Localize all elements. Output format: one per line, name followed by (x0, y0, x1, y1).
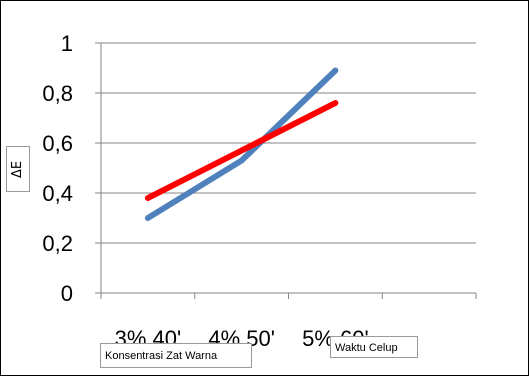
axes (95, 42, 477, 299)
y-tick-label: 0,6 (42, 131, 73, 156)
series-lines (144, 67, 339, 221)
y-tick-label: 1 (61, 31, 73, 56)
x-axis-label: Konsentrasi Zat Warna (100, 343, 252, 368)
series-line-1 (144, 67, 339, 221)
series-line-2 (144, 100, 339, 201)
legend-label: Waktu Celup (330, 336, 418, 358)
y-tick-labels: 0 0,2 0,4 0,6 0,8 1 (42, 31, 73, 306)
y-axis-label: ΔE (10, 160, 26, 178)
y-axis-label-box: ΔE (6, 146, 30, 192)
y-tick-label: 0,2 (42, 231, 73, 256)
y-tick-label: 0,8 (42, 81, 73, 106)
y-tick-label: 0 (61, 281, 73, 306)
y-tick-label: 0,4 (42, 181, 73, 206)
